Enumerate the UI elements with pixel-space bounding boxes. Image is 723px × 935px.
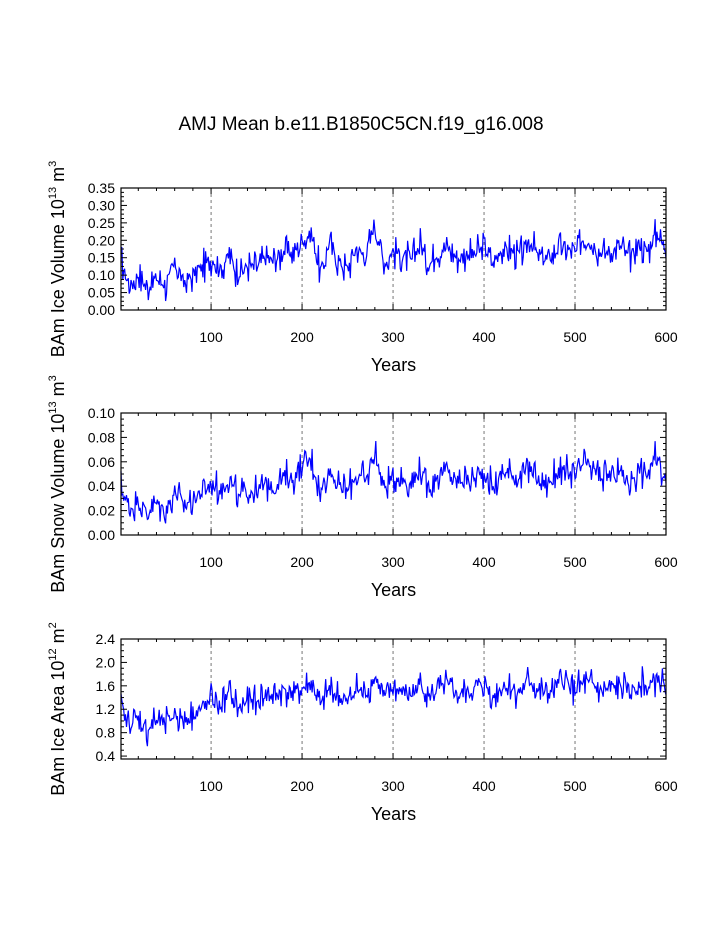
- y-tick-label: 0.20: [88, 232, 115, 248]
- y-tick-label: 0.05: [88, 285, 115, 301]
- y-axis-title-exponent: 2: [47, 622, 59, 628]
- x-axis-title: Years: [371, 580, 416, 600]
- x-tick-label: 200: [290, 554, 314, 570]
- y-tick-label: 2.0: [96, 654, 116, 670]
- y-axis-title-part: m: [48, 628, 68, 648]
- y-tick-label: 1.6: [96, 678, 116, 694]
- y-tick-label: 0.08: [88, 429, 115, 445]
- y-axis-title-part: BAm Ice Area 10: [48, 661, 68, 796]
- y-axis-title-exponent: 3: [47, 375, 59, 381]
- chart-title: AMJ Mean b.e11.B1850C5CN.f19_g16.008: [178, 114, 543, 135]
- x-tick-label: 300: [381, 554, 405, 570]
- y-tick-label: 0.35: [88, 180, 115, 196]
- panel-ice-volume: 100 200 300 400 500 6000.000.050.100.150.200.…: [47, 161, 678, 375]
- panels: 100 200 300 400 500 6000.000.050.100.150.200.…: [47, 161, 678, 824]
- series-line-ice-area: [120, 666, 667, 747]
- x-tick-label: 100: [199, 329, 223, 345]
- y-tick-label: 0.02: [88, 503, 115, 519]
- y-axis-title-exponent: 12: [47, 648, 59, 660]
- x-tick-label: 400: [472, 778, 496, 794]
- y-axis-title-exponent: 13: [47, 401, 59, 413]
- x-tick-label: 400: [472, 329, 496, 345]
- x-tick-label: 200: [290, 329, 314, 345]
- y-axis-title: BAm Ice Area 1012 m2: [47, 622, 68, 795]
- y-tick-label: 0.15: [88, 250, 115, 266]
- y-axis-title-part: m: [48, 167, 68, 187]
- panel-snow-volume: 100 200 300 400 500 600 0.00 0.02 0.04 0.06 0.08 0.…: [47, 375, 678, 600]
- y-axis-title-part: m: [48, 381, 68, 401]
- y-axis-title-exponent: 3: [47, 161, 59, 167]
- y-tick-label: 0.8: [96, 725, 116, 741]
- panel-ice-area: 100 200 300 400 500 600 0.4 0.8 1.2 1.6 2.0 2.4 Year…: [47, 622, 678, 824]
- y-tick-label: 0.06: [88, 454, 115, 470]
- y-tick-label: 1.2: [96, 701, 116, 717]
- series-line-ice-volume: [120, 219, 667, 302]
- x-tick-label: 500: [563, 778, 587, 794]
- x-tick-label: 100: [199, 554, 223, 570]
- x-tick-label: 300: [381, 778, 405, 794]
- x-axis-title: Years: [371, 804, 416, 824]
- x-tick-label: 600: [654, 554, 678, 570]
- y-tick-label: 0.04: [88, 478, 115, 494]
- y-tick-label: 0.00: [88, 527, 115, 543]
- y-tick-label: 0.00: [88, 302, 115, 318]
- x-tick-label: 400: [472, 554, 496, 570]
- y-tick-label: 2.4: [96, 631, 116, 647]
- y-axis-title-part: BAm Ice Volume 10: [48, 199, 68, 357]
- y-axis-title-exponent: 13: [47, 187, 59, 199]
- x-tick-label: 500: [563, 329, 587, 345]
- x-tick-label: 500: [563, 554, 587, 570]
- x-tick-label: 600: [654, 778, 678, 794]
- x-axis-title: Years: [371, 355, 416, 375]
- x-tick-label: 600: [654, 329, 678, 345]
- y-tick-label: 0.10: [88, 405, 115, 421]
- x-tick-label: 200: [290, 778, 314, 794]
- x-tick-label: 300: [381, 329, 405, 345]
- y-axis-title: BAm Snow Volume 1013 m3: [47, 375, 68, 592]
- y-axis-title: BAm Ice Volume 1013 m3: [47, 161, 68, 357]
- x-tick-label: 100: [199, 778, 223, 794]
- y-tick-label: 0.25: [88, 215, 115, 231]
- y-tick-label: 0.30: [88, 197, 115, 213]
- plot-frame-ice-area: [120, 638, 667, 760]
- y-tick-label: 0.10: [88, 267, 115, 283]
- y-tick-label: 0.4: [96, 748, 116, 764]
- y-axis-title-part: BAm Snow Volume 10: [48, 414, 68, 593]
- series-line-snow-volume: [120, 440, 667, 524]
